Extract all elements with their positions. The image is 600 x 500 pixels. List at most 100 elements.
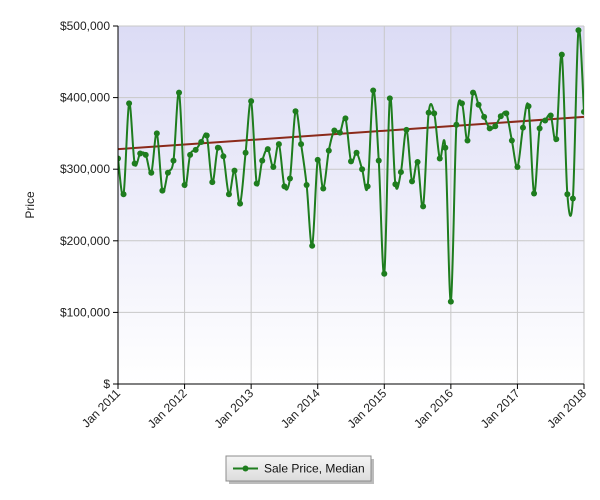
data-point xyxy=(181,181,188,188)
data-point xyxy=(131,160,138,167)
data-point xyxy=(237,200,244,207)
data-point xyxy=(542,117,549,124)
data-point xyxy=(309,242,316,249)
data-point xyxy=(375,157,382,164)
data-point xyxy=(481,113,488,120)
y-tick-label: $100,000 xyxy=(60,305,110,319)
legend: Sale Price, Median xyxy=(225,455,374,484)
data-point xyxy=(281,183,288,190)
data-point xyxy=(248,98,255,105)
data-point xyxy=(575,27,582,34)
y-tick-label: $500,000 xyxy=(60,19,110,33)
data-point xyxy=(475,101,482,108)
y-tick-label: $300,000 xyxy=(60,162,110,176)
data-point xyxy=(370,87,377,94)
data-point xyxy=(137,150,144,157)
data-point xyxy=(225,191,232,198)
data-point xyxy=(486,125,493,132)
data-point xyxy=(564,191,571,198)
data-point xyxy=(242,149,249,156)
data-point xyxy=(118,155,121,162)
data-point xyxy=(286,175,293,182)
legend-swatch-marker xyxy=(242,465,249,472)
x-tick-label: Jan 2017 xyxy=(478,386,523,431)
data-point xyxy=(453,121,460,128)
data-point xyxy=(259,157,266,164)
data-point xyxy=(386,95,393,102)
data-point xyxy=(503,110,510,117)
data-point xyxy=(342,115,349,122)
x-tick-label: Jan 2018 xyxy=(544,386,589,431)
data-point xyxy=(464,137,471,144)
data-point xyxy=(275,141,282,148)
data-point xyxy=(431,110,438,117)
data-point xyxy=(409,178,416,185)
data-point xyxy=(558,51,565,58)
y-axis-title: Price xyxy=(23,191,37,219)
data-point xyxy=(392,181,399,188)
data-point xyxy=(298,141,305,148)
data-point xyxy=(164,169,171,176)
data-point xyxy=(253,180,260,187)
data-point xyxy=(348,158,354,165)
data-point xyxy=(436,155,443,162)
data-point xyxy=(292,108,299,115)
data-point xyxy=(220,153,227,160)
data-point xyxy=(536,125,543,132)
data-point xyxy=(458,100,465,107)
data-point xyxy=(336,129,343,136)
data-point xyxy=(569,195,576,202)
data-point xyxy=(397,169,404,176)
x-tick-label: Jan 2016 xyxy=(411,386,456,431)
legend-label: Sale Price, Median xyxy=(264,462,365,476)
data-point xyxy=(525,103,532,110)
data-point xyxy=(214,144,221,151)
data-point xyxy=(209,179,216,186)
x-tick-label: Jan 2011 xyxy=(79,386,123,430)
data-point xyxy=(403,126,410,133)
data-point xyxy=(231,167,238,174)
data-point xyxy=(325,147,332,154)
x-tick-label: Jan 2015 xyxy=(345,386,390,431)
data-point xyxy=(470,89,477,96)
x-tick-label: Jan 2013 xyxy=(211,386,256,431)
data-point xyxy=(364,183,371,190)
data-point xyxy=(508,137,515,144)
plot-area xyxy=(118,26,584,384)
data-point xyxy=(531,190,538,197)
data-point xyxy=(170,157,177,164)
data-point xyxy=(553,136,560,143)
data-point xyxy=(414,159,421,166)
data-point xyxy=(320,185,327,192)
data-point xyxy=(314,156,321,163)
data-point xyxy=(303,181,310,188)
x-tick-label: Jan 2012 xyxy=(145,386,190,431)
data-point xyxy=(420,203,427,210)
data-point xyxy=(331,127,338,134)
data-point xyxy=(159,187,166,194)
y-tick-label: $ xyxy=(103,377,110,391)
data-point xyxy=(353,149,360,156)
data-point xyxy=(153,130,160,137)
data-point xyxy=(442,144,449,151)
data-point xyxy=(187,151,194,158)
series-layer xyxy=(118,27,584,305)
data-point xyxy=(120,191,127,198)
trend-line xyxy=(118,115,584,151)
data-point xyxy=(514,164,521,171)
data-point xyxy=(126,100,133,107)
data-point xyxy=(176,89,183,96)
data-point xyxy=(581,108,584,115)
data-point xyxy=(492,123,499,130)
data-point xyxy=(497,113,504,120)
data-point xyxy=(547,112,554,119)
data-point xyxy=(203,132,210,139)
x-tick-label: Jan 2014 xyxy=(278,386,323,431)
data-point xyxy=(359,166,366,173)
data-point xyxy=(142,151,149,158)
data-point xyxy=(198,138,205,145)
data-point xyxy=(264,146,271,153)
data-point xyxy=(270,164,277,171)
data-point xyxy=(425,109,432,116)
